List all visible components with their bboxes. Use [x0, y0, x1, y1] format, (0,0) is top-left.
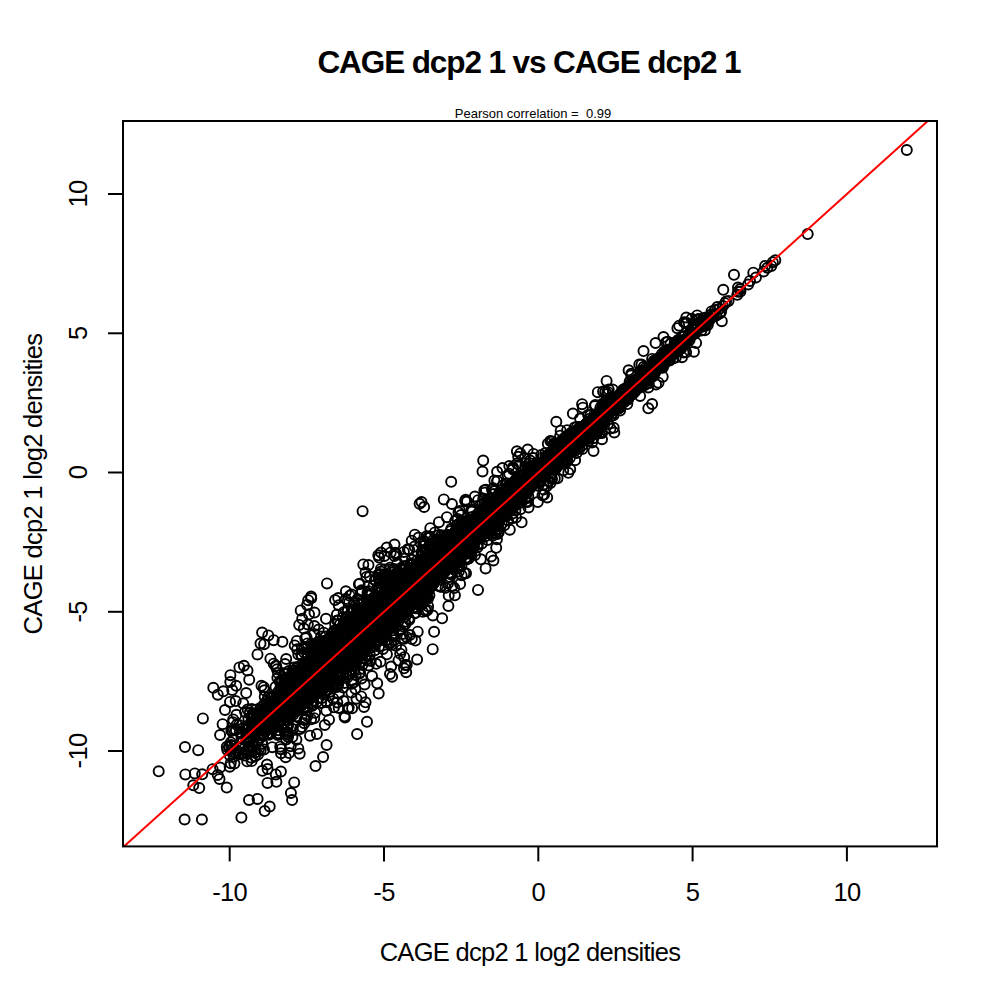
svg-text:CAGE dcp2 1 log2 densities: CAGE dcp2 1 log2 densities [380, 938, 681, 966]
svg-text:-5: -5 [64, 601, 92, 623]
svg-text:-10: -10 [212, 878, 247, 906]
svg-text:0: 0 [532, 878, 546, 906]
svg-text:10: 10 [64, 180, 92, 207]
svg-text:CAGE dcp2 1 vs CAGE dcp2 1: CAGE dcp2 1 vs CAGE dcp2 1 [317, 44, 741, 80]
svg-text:5: 5 [64, 326, 92, 340]
svg-text:CAGE dcp2 1 log2 densities: CAGE dcp2 1 log2 densities [19, 334, 47, 635]
svg-text:-10: -10 [64, 733, 92, 768]
svg-text:-5: -5 [373, 878, 395, 906]
svg-text:10: 10 [833, 878, 860, 906]
svg-text:Pearson correlation = 0.99: Pearson correlation = 0.99 [455, 106, 611, 121]
svg-text:0: 0 [64, 465, 92, 479]
svg-text:5: 5 [686, 878, 700, 906]
